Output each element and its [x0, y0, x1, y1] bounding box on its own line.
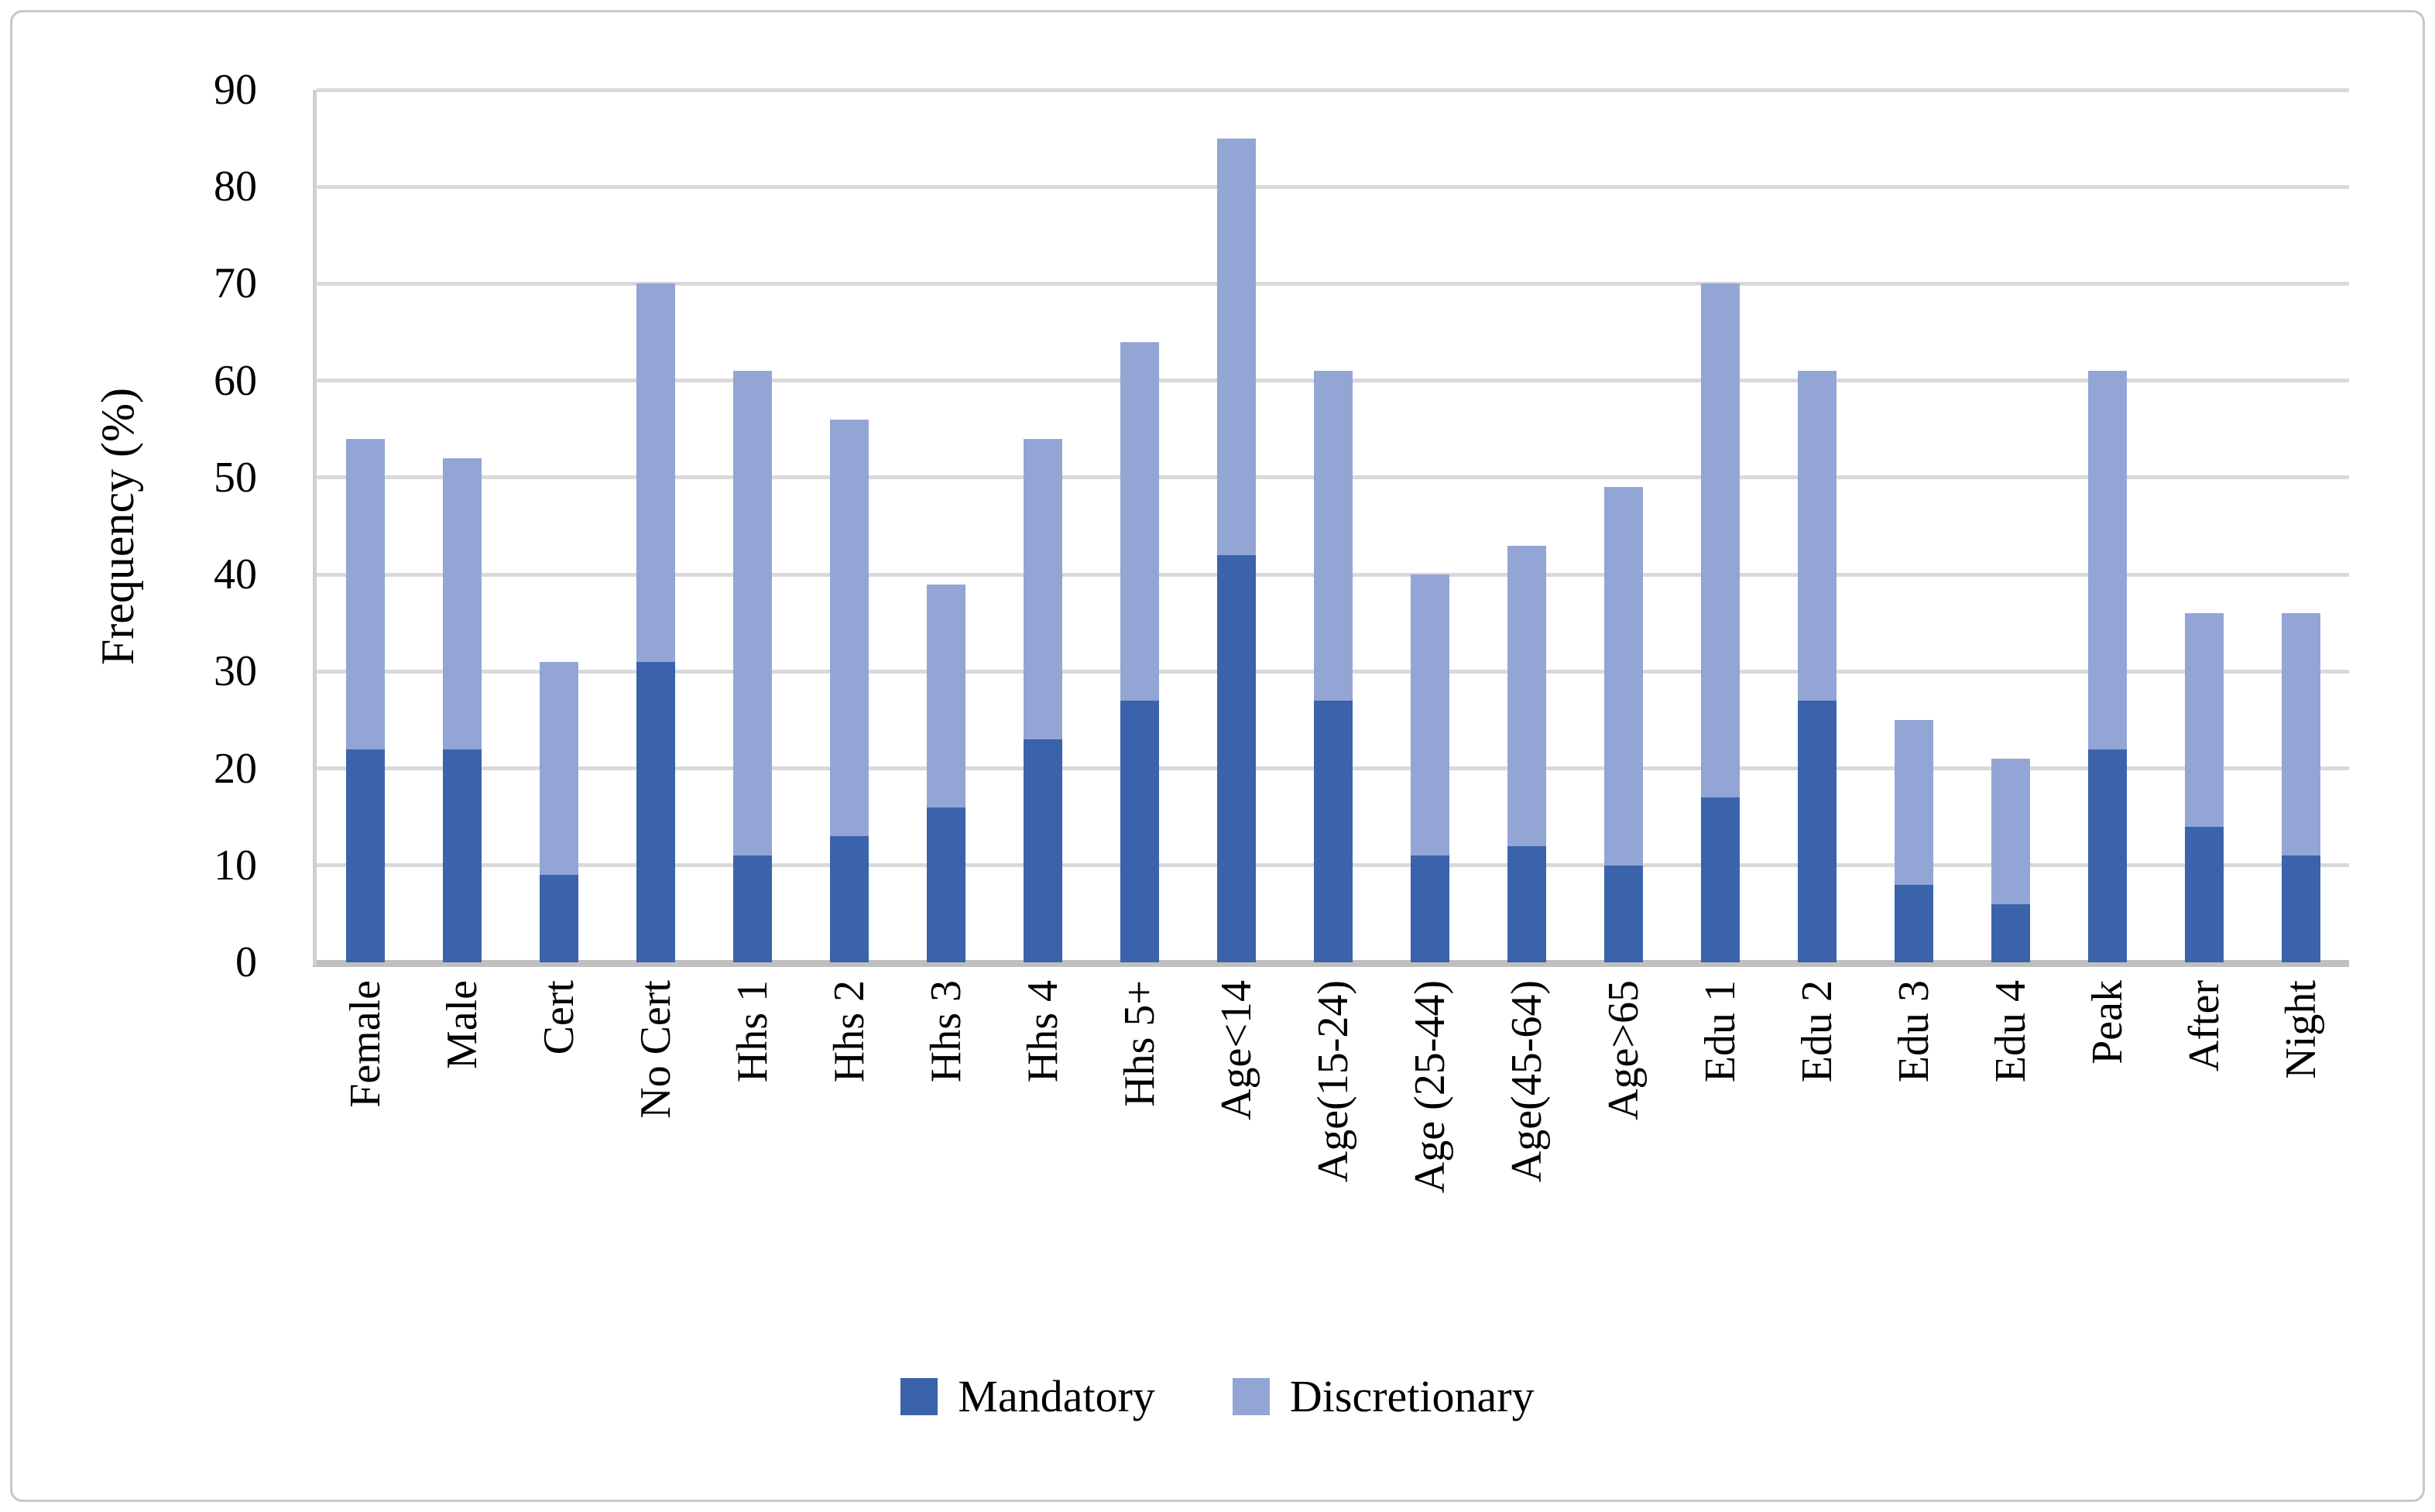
- x-tick-label: Hhs 3: [921, 980, 970, 1083]
- bar-segment-discretionary: [2281, 613, 2320, 856]
- gridline: [317, 184, 2349, 189]
- x-tick-label: No Cert: [631, 980, 680, 1119]
- bar-segment-discretionary: [539, 661, 578, 876]
- bar-segment-discretionary: [636, 283, 675, 662]
- bar-segment-mandatory: [442, 749, 482, 962]
- x-tick-label: Edu 1: [1696, 980, 1744, 1083]
- y-tick-label: 20: [214, 744, 257, 793]
- bar-segment-mandatory: [829, 836, 869, 962]
- bar-segment-discretionary: [1603, 487, 1643, 866]
- x-tick-label: Cert: [534, 980, 583, 1055]
- bar-segment-discretionary: [829, 419, 869, 837]
- y-tick-label: 60: [214, 356, 257, 405]
- x-tick-label: Hhs 2: [825, 980, 873, 1083]
- gridline: [317, 87, 2349, 92]
- y-axis-title: Frequency (%): [92, 387, 143, 665]
- bar-segment-mandatory: [926, 807, 965, 962]
- bar-segment-discretionary: [1700, 283, 1740, 798]
- bar-segment-discretionary: [2087, 371, 2127, 749]
- gridline: [317, 281, 2349, 286]
- x-tick-label: Age(45-64): [1502, 980, 1551, 1183]
- x-tick-label: Age(15-24): [1308, 980, 1357, 1183]
- mandatory-swatch-icon: [900, 1378, 938, 1415]
- bar-segment-mandatory: [539, 875, 578, 962]
- bar-segment-discretionary: [1216, 138, 1256, 556]
- x-tick-label: Age>65: [1599, 980, 1648, 1120]
- legend-label-discretionary: Discretionary: [1289, 1371, 1535, 1421]
- bar-segment-mandatory: [2184, 826, 2224, 962]
- bar-segment-discretionary: [345, 438, 385, 749]
- y-tick-label: 80: [214, 163, 257, 211]
- y-tick-label: 90: [214, 66, 257, 114]
- bar-segment-discretionary: [1991, 759, 2030, 904]
- bar-segment-mandatory: [2087, 749, 2127, 962]
- y-tick-label: 70: [214, 259, 257, 308]
- legend-item-mandatory: Mandatory: [900, 1372, 1155, 1421]
- x-tick-label: Edu 2: [1792, 980, 1841, 1083]
- bar-segment-discretionary: [1410, 574, 1449, 856]
- y-tick-label: 40: [214, 550, 257, 599]
- x-axis-line: [313, 960, 2349, 967]
- x-tick-label: After: [2179, 980, 2228, 1072]
- discretionary-swatch-icon: [1232, 1378, 1270, 1415]
- x-tick-label: Male: [437, 980, 486, 1070]
- bar-segment-mandatory: [1216, 555, 1256, 962]
- x-tick-label: Edu 4: [1986, 980, 2035, 1083]
- bar-segment-mandatory: [1603, 865, 1643, 962]
- bar-segment-mandatory: [1797, 700, 1837, 962]
- bar-segment-mandatory: [636, 661, 675, 962]
- legend-item-discretionary: Discretionary: [1232, 1371, 1535, 1421]
- x-tick-label: Hhs 4: [1018, 980, 1067, 1083]
- x-tick-label: Hhs 1: [728, 980, 777, 1083]
- y-tick-label: 10: [214, 841, 257, 890]
- bar-segment-discretionary: [1023, 438, 1062, 739]
- bar-segment-mandatory: [1120, 700, 1159, 962]
- bar-segment-mandatory: [2281, 855, 2320, 962]
- bar-segment-discretionary: [442, 458, 482, 749]
- x-tick-label: Age<14: [1212, 980, 1260, 1120]
- x-tick-label: Peak: [2083, 980, 2131, 1065]
- bar-segment-discretionary: [1797, 371, 1837, 701]
- bar-segment-mandatory: [1894, 884, 1933, 962]
- x-tick-label: Age (25-44): [1405, 980, 1454, 1194]
- bar-segment-discretionary: [1894, 719, 1933, 885]
- bar-segment-mandatory: [1313, 700, 1353, 962]
- bar-segment-discretionary: [926, 584, 965, 807]
- bar-segment-mandatory: [1410, 855, 1449, 962]
- bar-segment-mandatory: [732, 855, 772, 962]
- bar-segment-discretionary: [2184, 613, 2224, 827]
- legend: Mandatory Discretionary: [0, 1372, 2435, 1421]
- y-tick-label: 50: [214, 453, 257, 502]
- y-tick-label: 0: [235, 938, 257, 986]
- bar-segment-mandatory: [1700, 797, 1740, 962]
- x-tick-label: Edu 3: [1889, 980, 1938, 1083]
- y-tick-label: 30: [214, 647, 257, 696]
- bar-segment-mandatory: [1991, 903, 2030, 962]
- bar-segment-discretionary: [1507, 545, 1546, 846]
- bar-segment-discretionary: [1120, 341, 1159, 701]
- bar-segment-discretionary: [1313, 371, 1353, 701]
- bar-segment-discretionary: [732, 371, 772, 856]
- bar-segment-mandatory: [1507, 845, 1546, 962]
- y-axis-line: [313, 90, 317, 965]
- legend-label-mandatory: Mandatory: [958, 1371, 1155, 1421]
- bar-segment-mandatory: [1023, 739, 1062, 962]
- x-tick-label: Night: [2276, 980, 2325, 1079]
- x-tick-label: Hhs 5+: [1115, 980, 1164, 1107]
- bar-segment-mandatory: [345, 749, 385, 962]
- x-tick-label: Female: [341, 980, 389, 1108]
